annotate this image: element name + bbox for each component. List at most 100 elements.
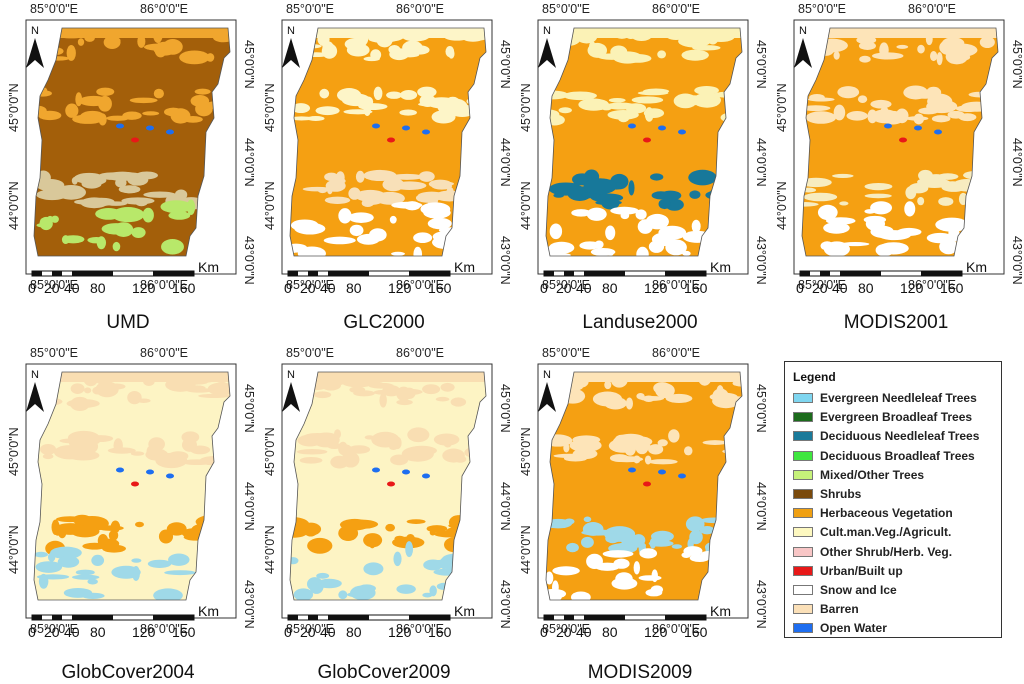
legend-swatch: [793, 431, 813, 442]
scale-label: 160: [684, 280, 708, 296]
map-panel-modis2009: 85°0'0"E 86°0'0"E 85°0'0"E 86°0'0"E 45°0…: [512, 344, 768, 683]
legend-item: Urban/Built up: [793, 563, 903, 579]
scale-label: 0: [28, 280, 36, 296]
lat-label-right-mid: 44°0'0"N: [754, 482, 768, 531]
lon-label-bottom-left: 85°0'0"E: [30, 278, 78, 292]
legend-item: Shrubs: [793, 486, 861, 502]
lat-label-right-mid: 44°0'0"N: [498, 482, 512, 531]
scale-unit: Km: [454, 259, 475, 275]
legend-item: Cult.man.Veg./Agricult.: [793, 524, 951, 540]
map-frame: 85°0'0"E 86°0'0"E 85°0'0"E 86°0'0"E 45°0…: [519, 2, 768, 296]
scale-label: 160: [428, 280, 452, 296]
land-cover-region: [289, 371, 487, 601]
legend-item: Evergreen Needleleaf Trees: [793, 390, 977, 406]
legend-label: Cult.man.Veg./Agricult.: [820, 525, 952, 540]
scale-label: 80: [858, 280, 874, 296]
lat-label-right-bottom: 43°0'0"N: [1010, 236, 1024, 285]
legend-item: Other Shrub/Herb. Veg.: [793, 544, 952, 560]
scale-label: 120: [644, 280, 668, 296]
lon-label-bottom-left: 85°0'0"E: [286, 622, 334, 636]
legend-swatch: [793, 450, 813, 461]
legend-box: Legend Evergreen Needleleaf Trees Evergre…: [784, 361, 1002, 638]
scale-label: 0: [796, 280, 804, 296]
scale-label: 40: [64, 280, 80, 296]
legend-swatch: [793, 604, 813, 615]
legend-item: Mixed/Other Trees: [793, 467, 924, 483]
legend-label: Other Shrub/Herb. Veg.: [820, 544, 953, 559]
map-panel-globcover2004: 85°0'0"E 86°0'0"E 85°0'0"E 86°0'0"E 45°0…: [0, 344, 256, 683]
map-panel-globcover2009: 85°0'0"E 86°0'0"E 85°0'0"E 86°0'0"E 45°0…: [256, 344, 512, 683]
lon-label-top-left: 85°0'0"E: [30, 346, 78, 360]
map-frame: 85°0'0"E 86°0'0"E 85°0'0"E 86°0'0"E 45°0…: [7, 2, 256, 296]
legend-label: Snow and Ice: [820, 583, 897, 597]
lon-label-bottom-right: 86°0'0"E: [652, 278, 700, 292]
legend-label: Deciduous Needleleaf Trees: [820, 429, 980, 444]
lat-label-left-top: 45°0'0"N: [7, 83, 21, 132]
svg-text:N: N: [543, 369, 551, 381]
legend-swatch: [793, 585, 813, 595]
scale-label: 40: [320, 280, 336, 296]
legend-item: Deciduous Broadleaf Trees: [793, 448, 975, 464]
map-title: Landuse2000: [582, 312, 698, 333]
scale-label: 160: [428, 624, 452, 640]
legend-label: Urban/Built up: [820, 563, 903, 578]
scale-label: 20: [300, 624, 316, 640]
lat-label-left-mid: 44°0'0"N: [263, 525, 277, 574]
lon-label-bottom-right: 86°0'0"E: [140, 278, 188, 292]
lon-label-bottom-left: 85°0'0"E: [286, 278, 334, 292]
map-frame: 85°0'0"E 86°0'0"E 85°0'0"E 86°0'0"E 45°0…: [7, 346, 256, 640]
scale-label: 80: [90, 280, 106, 296]
map-panel-modis2001: 85°0'0"E 86°0'0"E 85°0'0"E 86°0'0"E 45°0…: [768, 0, 1024, 336]
scale-label: 0: [540, 280, 548, 296]
lat-label-left-mid: 44°0'0"N: [7, 181, 21, 230]
scale-label: 160: [172, 624, 196, 640]
scale-unit: Km: [710, 603, 731, 619]
lat-label-left-mid: 44°0'0"N: [519, 181, 533, 230]
lon-label-bottom-left: 85°0'0"E: [30, 622, 78, 636]
scale-label: 120: [132, 624, 156, 640]
lat-label-left-top: 45°0'0"N: [519, 83, 533, 132]
scale-label: 120: [388, 624, 412, 640]
legend-label: Mixed/Other Trees: [820, 467, 925, 482]
legend-item: Evergreen Broadleaf Trees: [793, 409, 972, 425]
lon-label-bottom-right: 86°0'0"E: [908, 278, 956, 292]
legend-swatch: [793, 527, 813, 538]
lat-label-left-top: 45°0'0"N: [263, 83, 277, 132]
lat-label-left-mid: 44°0'0"N: [519, 525, 533, 574]
north-arrow-icon: N: [538, 369, 556, 412]
legend-swatch: [793, 508, 813, 519]
legend-swatch: [793, 489, 813, 499]
scale-label: 120: [644, 624, 668, 640]
scale-label: 160: [684, 624, 708, 640]
legend-title: Legend: [793, 370, 836, 384]
lon-label-top-left: 85°0'0"E: [286, 346, 334, 360]
north-arrow-icon: N: [26, 369, 44, 412]
map-title: GlobCover2004: [61, 662, 195, 683]
scale-unit: Km: [710, 259, 731, 275]
scale-label: 20: [44, 624, 60, 640]
lon-label-top-right: 86°0'0"E: [908, 2, 956, 16]
scale-label: 160: [940, 280, 964, 296]
scale-label: 40: [576, 624, 592, 640]
scale-bar: Km 0 20 40 80 120 160: [284, 603, 475, 640]
lat-label-left-mid: 44°0'0"N: [775, 181, 789, 230]
land-cover-region: [33, 371, 231, 601]
legend-label: Deciduous Broadleaf Trees: [820, 448, 975, 463]
lon-label-bottom-left: 85°0'0"E: [542, 278, 590, 292]
map-title: UMD: [106, 312, 150, 333]
map-frame: 85°0'0"E 86°0'0"E 85°0'0"E 86°0'0"E 45°0…: [775, 2, 1024, 296]
legend-label: Evergreen Broadleaf Trees: [820, 410, 973, 425]
north-arrow-icon: N: [794, 25, 812, 68]
scale-unit: Km: [454, 603, 475, 619]
lon-label-bottom-right: 86°0'0"E: [396, 622, 444, 636]
legend-label: Barren: [820, 602, 859, 617]
lon-label-top-right: 86°0'0"E: [396, 346, 444, 360]
lon-label-top-left: 85°0'0"E: [286, 2, 334, 16]
scale-label: 0: [28, 624, 36, 640]
land-cover-region: [545, 27, 743, 257]
scale-bar: Km 0 20 40 80 120 160: [540, 603, 731, 640]
scale-bar: Km 0 20 40 80 120 160: [28, 259, 219, 296]
legend-swatch: [793, 393, 813, 403]
lat-label-right-top: 45°0'0"N: [498, 40, 512, 89]
north-arrow-icon: N: [26, 25, 44, 68]
